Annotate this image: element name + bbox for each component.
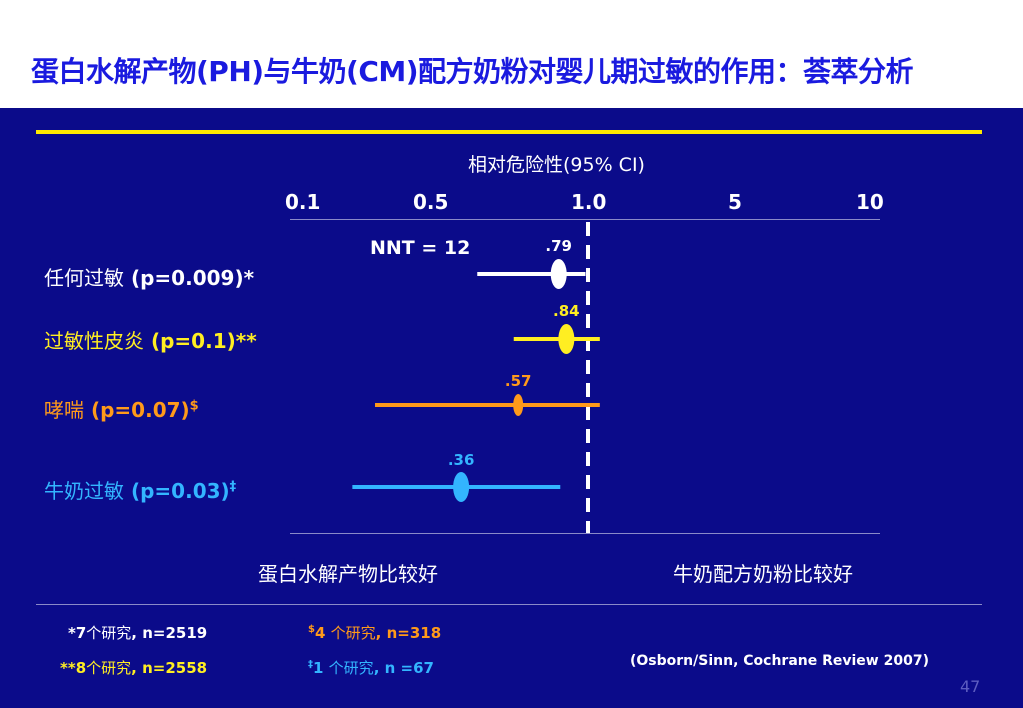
axis-title: 相对危险性(95% CI) bbox=[468, 154, 645, 176]
row-label-milk-allergy: 牛奶过敏 (p=0.03)‡ bbox=[44, 479, 237, 503]
axis-line bbox=[290, 219, 880, 220]
nnt-annotation: NNT = 12 bbox=[370, 237, 471, 259]
x-tick-label: 1.0 bbox=[571, 190, 607, 214]
x-tick-label: 0.5 bbox=[413, 190, 449, 214]
point-value-label: .79 bbox=[545, 237, 572, 255]
point-estimate bbox=[550, 259, 567, 289]
footnote: *7个研究, n=2519 bbox=[68, 624, 208, 642]
point-value-label: .84 bbox=[553, 302, 580, 320]
axis-bottom-line bbox=[290, 533, 880, 534]
point-estimate bbox=[513, 394, 524, 416]
point-value-label: .57 bbox=[505, 372, 532, 390]
favors-right-label: 牛奶配方奶粉比较好 bbox=[673, 562, 853, 586]
citation: (Osborn/Sinn, Cochrane Review 2007) bbox=[630, 653, 929, 669]
footnote: $4 个研究, n=318 bbox=[308, 624, 442, 642]
x-tick-label: 10 bbox=[856, 190, 884, 214]
slide-title: 蛋白水解产物(PH)与牛奶(CM)配方奶粉对婴儿期过敏的作用：荟萃分析 bbox=[31, 55, 914, 88]
point-estimate bbox=[453, 472, 470, 502]
favors-left-label: 蛋白水解产物比较好 bbox=[258, 562, 438, 586]
row-label-atopic-dermatitis: 过敏性皮炎 (p=0.1)** bbox=[44, 329, 257, 353]
footnote: ‡1 个研究, n =67 bbox=[308, 659, 434, 677]
row-label-asthma: 哮喘 (p=0.07)$ bbox=[44, 398, 199, 422]
footnote: **8个研究, n=2558 bbox=[60, 659, 208, 677]
title-bar: 蛋白水解产物(PH)与牛奶(CM)配方奶粉对婴儿期过敏的作用：荟萃分析 bbox=[0, 0, 1023, 108]
footer-rule bbox=[36, 604, 982, 605]
point-value-label: .36 bbox=[448, 451, 475, 469]
x-tick-label: 0.1 bbox=[285, 190, 321, 214]
x-tick-label: 5 bbox=[728, 190, 742, 214]
point-estimate bbox=[558, 324, 575, 354]
row-label-any-allergy: 任何过敏 (p=0.009)* bbox=[44, 266, 255, 290]
chart-panel bbox=[0, 108, 1023, 708]
page-number: 47 bbox=[960, 677, 981, 696]
title-underline bbox=[36, 130, 982, 134]
